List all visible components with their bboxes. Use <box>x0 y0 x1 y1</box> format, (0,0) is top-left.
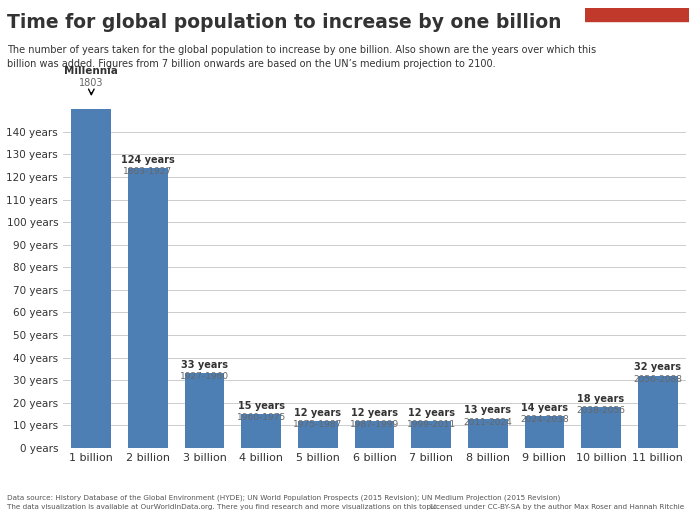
Text: 1975-1987: 1975-1987 <box>293 420 342 429</box>
Text: 33 years: 33 years <box>181 360 228 370</box>
Text: 32 years: 32 years <box>634 363 681 372</box>
Text: 2038-2056: 2038-2056 <box>577 406 626 415</box>
Bar <box>585 8 689 21</box>
Bar <box>185 373 225 448</box>
Text: 1803: 1803 <box>79 78 104 88</box>
Bar <box>524 417 564 448</box>
Text: Our World
in Data: Our World in Data <box>601 30 673 60</box>
Bar <box>638 376 678 448</box>
Text: 1987-1999: 1987-1999 <box>350 420 399 429</box>
Bar <box>71 109 111 448</box>
Text: 2011-2024: 2011-2024 <box>463 418 512 426</box>
Text: 124 years: 124 years <box>121 154 175 164</box>
Text: The number of years taken for the global population to increase by one billion. : The number of years taken for the global… <box>7 45 596 68</box>
Text: 1803-1927: 1803-1927 <box>123 167 172 176</box>
Text: 2024-2038: 2024-2038 <box>520 415 569 424</box>
Text: The data visualization is available at OurWorldInData.org. There you find resear: The data visualization is available at O… <box>7 504 440 510</box>
Text: Data source: History Database of the Global Environment (HYDE); UN World Populat: Data source: History Database of the Glo… <box>7 494 560 501</box>
Text: 12 years: 12 years <box>407 407 454 418</box>
Text: 1999-2011: 1999-2011 <box>407 420 456 429</box>
Bar <box>298 421 337 448</box>
Text: 13 years: 13 years <box>464 405 511 415</box>
Bar <box>355 421 394 448</box>
Text: Millennia: Millennia <box>64 66 118 76</box>
Bar <box>581 407 621 448</box>
Text: Licensed under CC-BY-SA by the author Max Roser and Hannah Ritchie: Licensed under CC-BY-SA by the author Ma… <box>430 504 685 510</box>
Text: Time for global population to increase by one billion: Time for global population to increase b… <box>7 13 561 32</box>
Text: 12 years: 12 years <box>351 407 398 418</box>
Text: 1960-1975: 1960-1975 <box>237 413 286 422</box>
Bar <box>412 421 451 448</box>
Text: 15 years: 15 years <box>238 401 285 411</box>
Bar <box>128 168 168 448</box>
Text: 2056-2088: 2056-2088 <box>634 374 682 384</box>
Text: 12 years: 12 years <box>295 407 342 418</box>
Bar <box>468 419 508 448</box>
Bar <box>241 414 281 448</box>
Text: 1927-1960: 1927-1960 <box>180 372 229 382</box>
Text: 18 years: 18 years <box>578 394 624 404</box>
Text: 14 years: 14 years <box>521 403 568 413</box>
